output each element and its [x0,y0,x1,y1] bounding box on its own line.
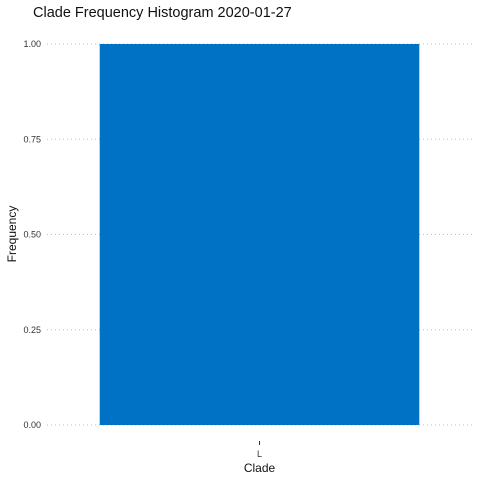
x-tick-label: L [257,449,262,459]
y-axis: 0.00 0.25 0.50 0.75 1.00 [23,39,41,430]
chart-title: Clade Frequency Histogram 2020-01-27 [33,5,292,21]
x-axis-title: Clade [244,461,276,475]
y-tick-label: 0.25 [23,325,41,335]
x-axis: L [257,441,262,459]
y-axis-title: Frequency [5,206,19,263]
y-tick-label: 0.75 [23,134,41,144]
y-tick-label: 0.00 [23,420,41,430]
y-tick-label: 0.50 [23,230,41,240]
bars [99,44,420,425]
y-tick-label: 1.00 [23,39,41,49]
bar-L [99,44,420,425]
